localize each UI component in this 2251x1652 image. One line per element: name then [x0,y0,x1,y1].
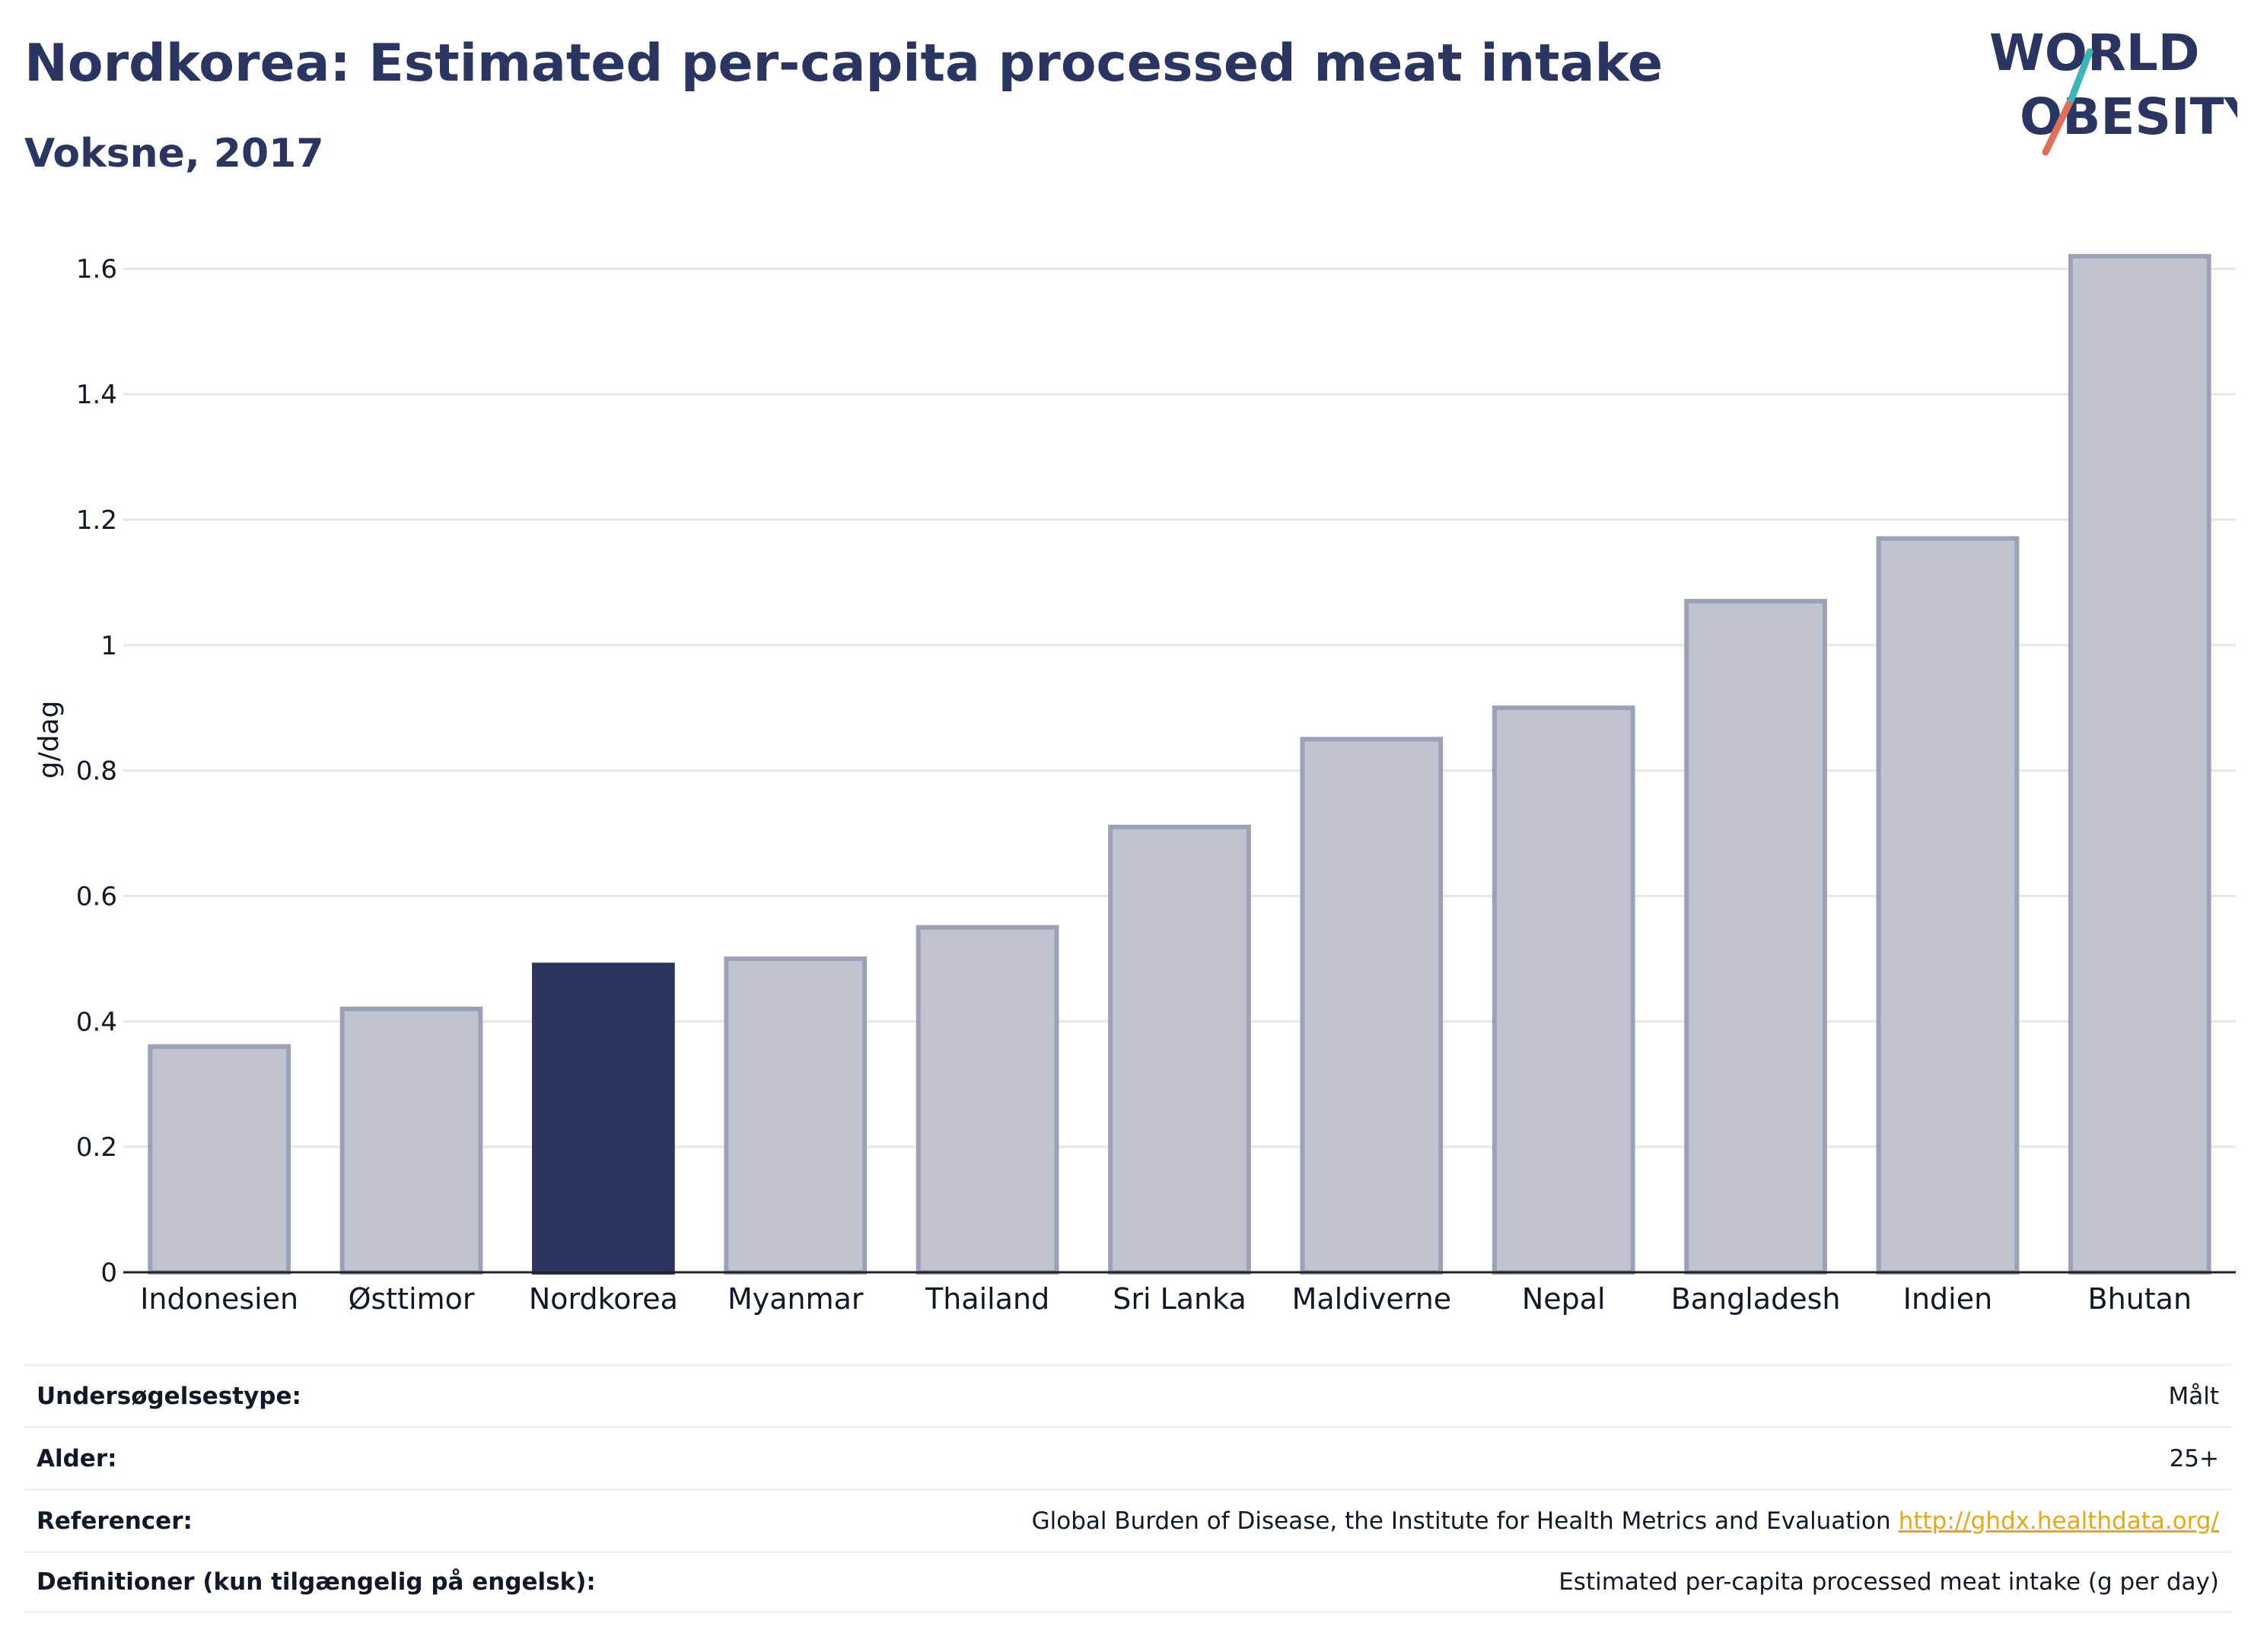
bar-myanmar[interactable] [724,956,868,1275]
info-label: Definitioner (kun tilgængelig på engelsk… [37,1568,596,1596]
reference-text: Global Burden of Disease, the Institute … [1031,1507,1891,1535]
x-tick-label: Maldiverne [1292,1282,1452,1316]
info-label: Alder: [37,1444,117,1472]
y-tick-label: 0.2 [76,1132,117,1163]
y-tick-label: 0 [100,1258,117,1288]
logo-line-1: WORLD [1989,24,2200,82]
y-axis-label: g/dag [33,701,65,779]
bar-maldiverne[interactable] [1300,737,1444,1275]
y-tick-label: 0.8 [76,756,117,787]
y-tick-label: 1 [100,631,117,661]
x-tick-label: Indonesien [140,1282,298,1316]
x-tick-label: Bangladesh [1671,1282,1841,1316]
info-table: Undersøgelsestype: Målt Alder: 25+ Refer… [24,1364,2231,1613]
bar-nepal[interactable] [1492,705,1635,1275]
y-tick-label: 1.2 [76,505,117,536]
info-label: Referencer: [37,1507,193,1535]
bar-indonesien[interactable] [148,1044,291,1275]
info-row-age: Alder: 25+ [24,1426,2231,1488]
bar-thailand[interactable] [915,925,1059,1275]
info-label: Undersøgelsestype: [37,1382,301,1410]
x-tick-label: Indien [1903,1282,1992,1316]
world-obesity-logo: WORLD OBESITY [1989,24,2237,156]
x-tick-label: Nepal [1522,1282,1606,1316]
bar-bangladesh[interactable] [1684,599,1827,1275]
x-tick-label: Sri Lanka [1113,1282,1246,1316]
logo-slash-bottom [2042,95,2075,156]
bar-sri-lanka[interactable] [1108,824,1251,1275]
axes: 0 0.2 0.4 0.6 0.8 1 1.2 1.4 1.6 Indonesien Østtimo… [76,254,2236,1316]
bar-bhutan[interactable] [2068,253,2211,1275]
info-value: Estimated per-capita processed meat inta… [1559,1568,2219,1596]
x-tick-label: Østtimor [349,1282,475,1316]
bar-østtimor[interactable] [339,1006,483,1275]
chart-subtitle: Voksne, 2017 [24,131,324,177]
bar-indien[interactable] [1876,536,2020,1275]
bar-chart: 0 0.2 0.4 0.6 0.8 1 1.2 1.4 1.6 Indonesien Østtimo… [33,253,2236,1316]
info-value: 25+ [2169,1444,2219,1472]
info-value: Målt [2168,1382,2219,1410]
info-row-definitions: Definitioner (kun tilgængelig på engelsk… [24,1551,2231,1613]
y-tick-label: 1.4 [76,380,117,410]
y-tick-label: 0.4 [76,1007,117,1037]
x-tick-label: Nordkorea [529,1282,678,1316]
info-row-references: Referencer: Global Burden of Disease, th… [24,1488,2231,1551]
logo-slash-top [2068,48,2093,103]
y-tick-label: 0.6 [76,881,117,912]
info-row-survey-type: Undersøgelsestype: Målt [24,1364,2231,1426]
chart-title: Nordkorea: Estimated per-capita processe… [24,33,1664,94]
x-tick-label: Thailand [925,1282,1049,1316]
info-value: Global Burden of Disease, the Institute … [1032,1507,2219,1535]
reference-link[interactable]: http://ghdx.healthdata.org/ [1898,1507,2219,1535]
bars [148,253,2211,1275]
x-tick-label: Myanmar [728,1282,864,1316]
bar-nordkorea[interactable] [532,963,675,1275]
y-tick-label: 1.6 [76,254,117,285]
x-tick-label: Bhutan [2088,1282,2192,1316]
